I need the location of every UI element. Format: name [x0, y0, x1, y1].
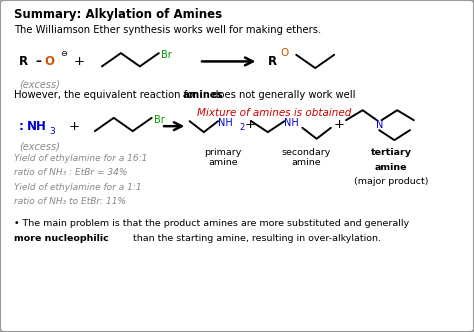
Text: ratio of NH₃ to EtBr: 11%: ratio of NH₃ to EtBr: 11% — [14, 197, 126, 206]
Text: 2: 2 — [239, 123, 245, 132]
Text: +: + — [333, 118, 345, 131]
Text: N: N — [375, 120, 383, 129]
Text: Mixture of amines is obtained: Mixture of amines is obtained — [197, 108, 351, 118]
Text: ratio of NH₃ : EtBr = 34%: ratio of NH₃ : EtBr = 34% — [14, 168, 128, 177]
Text: amines: amines — [182, 90, 223, 100]
Text: (major product): (major product) — [354, 177, 428, 186]
Text: R: R — [19, 55, 28, 68]
Text: 3: 3 — [49, 126, 55, 136]
Text: O: O — [281, 48, 289, 58]
Text: more nucleophilic: more nucleophilic — [14, 234, 109, 243]
Text: does not generally work well: does not generally work well — [209, 90, 355, 100]
Text: • The main problem is that the product amines are more substituted and generally: • The main problem is that the product a… — [14, 219, 410, 228]
Text: +: + — [245, 118, 256, 131]
Text: Br: Br — [154, 115, 165, 124]
Text: NH: NH — [218, 118, 233, 128]
Text: NH: NH — [27, 120, 47, 133]
Text: Summary: Alkylation of Amines: Summary: Alkylation of Amines — [14, 8, 222, 21]
Text: ⊖: ⊖ — [61, 48, 68, 58]
Text: (excess): (excess) — [19, 141, 60, 151]
Text: NH: NH — [284, 118, 299, 128]
Text: Yield of ethylamine for a 1:1: Yield of ethylamine for a 1:1 — [14, 183, 142, 192]
Text: secondary
amine: secondary amine — [281, 148, 330, 167]
Text: tertiary: tertiary — [371, 148, 411, 157]
Text: R: R — [268, 55, 277, 68]
Text: than the starting amine, resulting in over-alkylation.: than the starting amine, resulting in ov… — [130, 234, 382, 243]
Text: (excess): (excess) — [19, 79, 60, 89]
Text: Br: Br — [161, 50, 172, 60]
Text: +: + — [69, 120, 80, 133]
Text: +: + — [73, 55, 84, 68]
Text: O: O — [44, 55, 54, 68]
Text: However, the equivalent reaction for: However, the equivalent reaction for — [14, 90, 201, 100]
Text: :: : — [19, 120, 24, 133]
Text: Yield of ethylamine for a 16:1: Yield of ethylamine for a 16:1 — [14, 154, 147, 163]
Text: amine: amine — [375, 163, 407, 172]
Text: The Williamson Ether synthesis works well for making ethers.: The Williamson Ether synthesis works wel… — [14, 25, 321, 35]
Text: primary
amine: primary amine — [204, 148, 241, 167]
Text: –: – — [36, 55, 41, 68]
